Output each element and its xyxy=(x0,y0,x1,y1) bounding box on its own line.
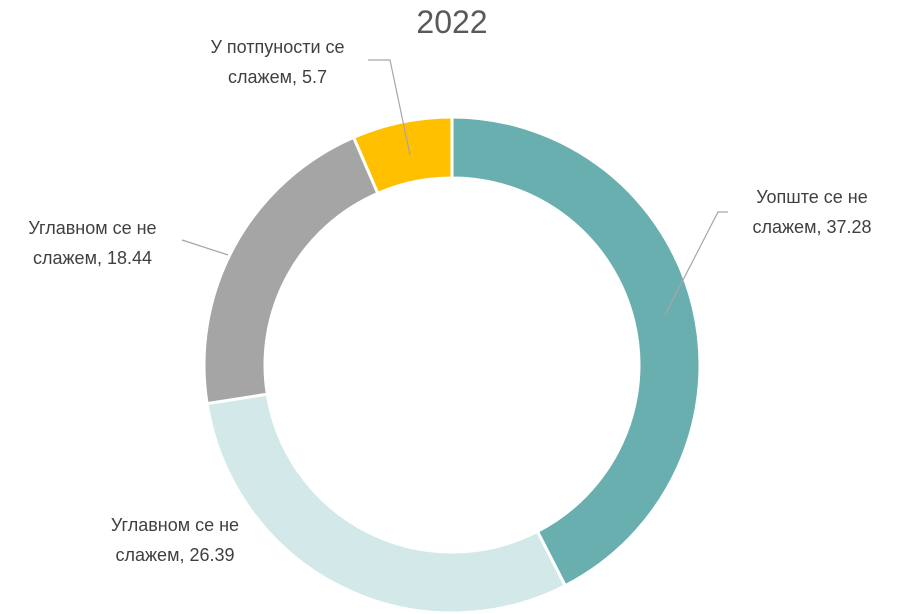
data-label: Уопште се не слажем, 37.28 xyxy=(752,187,872,237)
leader-line xyxy=(368,59,411,156)
slice xyxy=(205,392,568,614)
data-label: Углавном се не слажем, 18.44 xyxy=(28,218,157,268)
leader-line xyxy=(181,239,229,256)
chart-title: 2022 xyxy=(416,4,488,40)
data-label: Углавном се не слажем, 26.39 xyxy=(110,515,240,565)
slice xyxy=(351,115,454,196)
slice xyxy=(450,115,702,588)
data-label: У потпуности се слажем, 5.7 xyxy=(210,37,345,87)
leader-line xyxy=(664,211,728,316)
slice xyxy=(202,135,380,406)
